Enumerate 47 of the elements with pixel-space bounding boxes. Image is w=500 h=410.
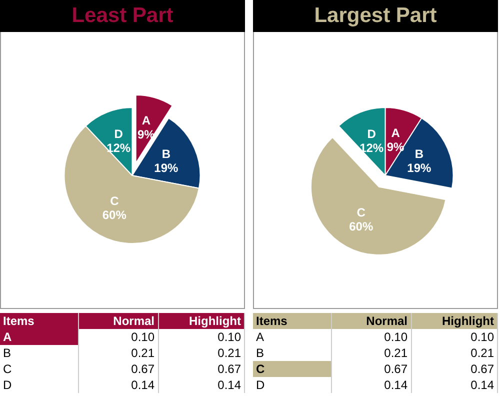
category-label: C [0,361,78,377]
slice-label: C [356,205,366,220]
data-label: 19% [407,160,432,175]
category-label: C [253,361,331,377]
text: Highlight [158,313,244,329]
data-label: 0.67 [78,361,158,377]
slice-label: B [414,146,424,161]
data-label: 0.14 [411,377,498,393]
data-label: 0.10 [158,329,244,345]
chart-title: Largest Part [253,0,498,32]
text: Items [0,313,78,329]
data-label: 19% [154,160,179,175]
category-label: B [0,345,78,361]
data-label: 60% [102,208,127,222]
chart-title: Least Part [0,0,245,32]
data-label: 0.21 [411,345,498,361]
slice-label: A [391,126,400,140]
data-label: 0.10 [411,329,498,345]
category-label: D [0,377,78,393]
slice-label: B [162,146,171,161]
data-label: 0.67 [411,361,498,377]
data-label: 9% [386,140,405,154]
slice-label: A [142,114,151,128]
data-label: 0.14 [331,377,411,393]
data-label: 0.14 [78,377,158,393]
data-label: 12% [360,141,384,156]
data-label: 0.67 [158,361,244,377]
category-label: B [253,345,331,361]
data-label: 0.10 [78,329,158,345]
slice-label: C [110,194,120,208]
data-label: 0.14 [158,377,244,393]
text: Highlight [411,313,498,329]
data-label: 0.21 [158,345,244,361]
data-label: 0.67 [331,361,411,377]
slice-label: D [114,127,124,142]
text: Items [253,313,331,329]
data-label: 60% [349,219,374,234]
category-label: A [0,329,78,345]
data-label: 0.10 [331,329,411,345]
data-label: 12% [106,141,131,156]
category-label: A [253,329,331,345]
text: Normal [331,313,411,329]
text: Normal [78,313,158,329]
data-label: 0.21 [78,345,158,361]
slice-label: D [367,127,376,142]
data-label: 0.21 [331,345,411,361]
category-label: D [253,377,331,393]
